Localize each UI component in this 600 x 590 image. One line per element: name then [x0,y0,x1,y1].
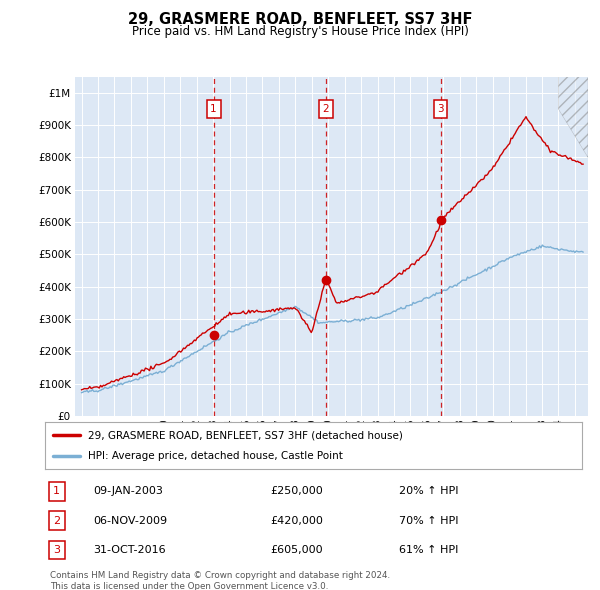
Text: 31-OCT-2016: 31-OCT-2016 [94,545,166,555]
Text: 20% ↑ HPI: 20% ↑ HPI [400,486,459,496]
Text: 09-JAN-2003: 09-JAN-2003 [94,486,163,496]
Text: 3: 3 [437,104,444,114]
Polygon shape [559,77,588,158]
Text: 29, GRASMERE ROAD, BENFLEET, SS7 3HF: 29, GRASMERE ROAD, BENFLEET, SS7 3HF [128,12,472,27]
Text: 06-NOV-2009: 06-NOV-2009 [94,516,167,526]
Text: £250,000: £250,000 [271,486,323,496]
Text: 29, GRASMERE ROAD, BENFLEET, SS7 3HF (detached house): 29, GRASMERE ROAD, BENFLEET, SS7 3HF (de… [88,430,403,440]
Text: Contains HM Land Registry data © Crown copyright and database right 2024.
This d: Contains HM Land Registry data © Crown c… [50,571,390,590]
Text: 1: 1 [53,486,61,496]
Text: HPI: Average price, detached house, Castle Point: HPI: Average price, detached house, Cast… [88,451,343,461]
Text: £605,000: £605,000 [271,545,323,555]
Text: £420,000: £420,000 [271,516,323,526]
Text: 2: 2 [322,104,329,114]
Text: 2: 2 [53,516,61,526]
Text: Price paid vs. HM Land Registry's House Price Index (HPI): Price paid vs. HM Land Registry's House … [131,25,469,38]
Text: 61% ↑ HPI: 61% ↑ HPI [400,545,459,555]
Text: 3: 3 [53,545,61,555]
Text: 1: 1 [210,104,217,114]
Text: 70% ↑ HPI: 70% ↑ HPI [400,516,459,526]
